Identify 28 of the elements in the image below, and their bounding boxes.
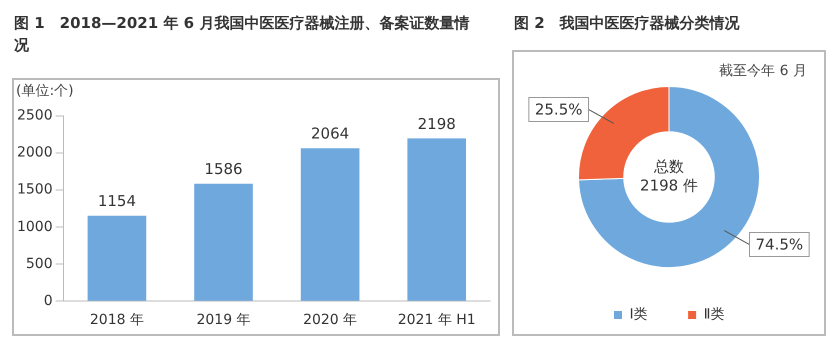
data-label: 1154: [98, 192, 136, 210]
text: 截至今年 6 月: [719, 62, 807, 80]
text: 总数: [653, 157, 684, 176]
legend-label: Ⅰ类: [629, 306, 648, 323]
y-tick-label: 0: [44, 292, 53, 309]
x-tick-label: 2019 年: [196, 312, 251, 328]
data-label: 2198: [418, 114, 456, 133]
data-label: 74.5%: [756, 235, 804, 254]
bar: [300, 148, 360, 301]
x-tick-label: 2020 年: [303, 312, 358, 328]
y-tick-label: 500: [26, 256, 53, 272]
data-label: 1586: [204, 160, 243, 178]
text: 2198 件: [640, 176, 698, 194]
y-axis-title: (单位:个): [16, 82, 74, 100]
bar: [407, 138, 466, 301]
y-tick-label: 2000: [16, 144, 53, 161]
bar: [194, 184, 253, 301]
y-tick-label: 2500: [16, 108, 53, 124]
y-tick-label: 1000: [16, 218, 53, 235]
chart-title: 图 2 我国中医医疗器械分类情况: [514, 13, 740, 34]
chart-title: 图 1 2018—2021 年 6 月我国中医医疗器械注册、备案证数量情况: [14, 13, 470, 56]
data-label: 25.5%: [534, 100, 582, 118]
x-tick-label: 2021 年 H1: [398, 312, 476, 328]
x-tick-label: 2018 年: [90, 312, 144, 328]
data-label: 2064: [311, 124, 350, 143]
legend-label: Ⅱ类: [704, 306, 725, 323]
bar: [88, 216, 146, 301]
y-tick-label: 1500: [16, 182, 53, 198]
